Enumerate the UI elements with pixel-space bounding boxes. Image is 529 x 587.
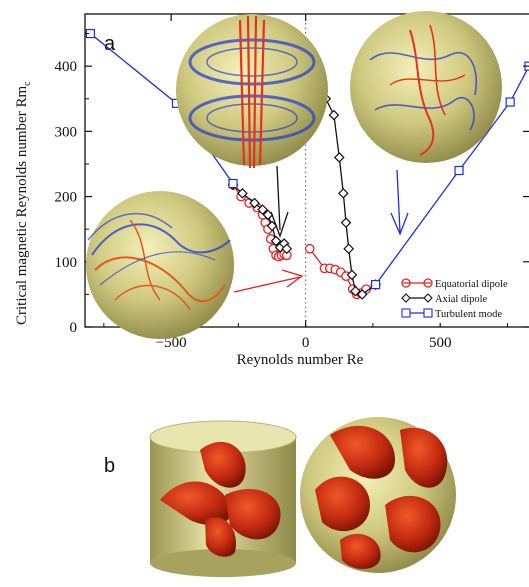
y-tick-label: 100 — [55, 255, 78, 271]
x-tick-label: 0 — [302, 335, 310, 351]
data-point-axial-dipole — [333, 152, 345, 163]
axial-field-sphere-image — [176, 14, 328, 169]
data-point-equatorial-dipole — [304, 243, 315, 254]
data-point-axial-dipole — [270, 235, 282, 247]
legend-label-turbulent: Turbulent mode — [435, 309, 502, 320]
y-tick-label: 300 — [55, 124, 78, 140]
axes-layer — [84, 13, 529, 328]
x-axis-title: Reynolds number Re — [237, 352, 364, 368]
data-point-axial-dipole — [281, 243, 293, 255]
data-point-axial-dipole — [237, 187, 248, 199]
inset-arrows — [233, 165, 409, 293]
legend-item-turbulent: Turbulent mode — [401, 308, 502, 320]
data-point-axial-dipole — [257, 204, 268, 215]
legend-label-equatorial: Equatorial dipole — [435, 279, 508, 290]
sphere-flow-image — [300, 417, 456, 573]
y-axis-title-group: Critical magnetic Reynolds number Rmc — [14, 81, 33, 325]
data-point-turbulent-mode — [371, 280, 381, 290]
y-tick-label: 0 — [70, 320, 78, 336]
panel-b-label: b — [104, 455, 115, 477]
series-turbulent-mode — [85, 28, 529, 290]
series-line-turbulent-mode — [375, 65, 529, 285]
tick-layer: −500 0 500 0 100 200 300 400 — [55, 14, 529, 351]
series-equatorial-dipole — [228, 179, 381, 300]
svg-text:Critical magnetic Reynolds num: Critical magnetic Reynolds number Rmc — [14, 81, 33, 325]
data-point-axial-dipole — [340, 217, 352, 229]
data-point-turbulent-mode — [228, 178, 238, 189]
plot-frame — [84, 13, 529, 328]
cylinder-flow-image — [149, 420, 297, 577]
data-point-axial-dipole — [350, 285, 361, 297]
plot-area: −500 0 500 0 100 200 300 400 — [55, 13, 529, 351]
legend: Equatorial dipole Axial dipole Turbulent… — [397, 271, 529, 323]
data-point-axial-dipole — [346, 269, 358, 281]
legend-label-axial: Axial dipole — [435, 294, 488, 305]
panel-a-label: a — [104, 33, 116, 55]
data-point-axial-dipole — [337, 187, 349, 199]
data-point-turbulent-mode — [505, 97, 515, 107]
y-axis-title: Critical magnetic Reynolds number Rm — [14, 86, 30, 325]
data-point-axial-dipole — [328, 109, 340, 121]
data-point-axial-dipole — [249, 197, 260, 209]
x-tick-label: −500 — [156, 335, 187, 351]
data-point-axial-dipole — [356, 289, 368, 300]
y-tick-label: 400 — [55, 59, 78, 75]
y-axis-title-subscript: c — [22, 81, 33, 86]
series-layer — [85, 28, 529, 300]
legend-item-equatorial: Equatorial dipole — [401, 278, 508, 290]
legend-item-axial: Axial dipole — [401, 293, 488, 305]
x-tick-label: 500 — [429, 335, 452, 351]
data-point-turbulent-mode — [454, 165, 464, 176]
turbulent-field-sphere-image — [350, 11, 502, 163]
data-point-axial-dipole — [343, 243, 355, 255]
y-tick-label: 200 — [55, 190, 78, 206]
equatorial-field-sphere-image — [86, 191, 234, 339]
